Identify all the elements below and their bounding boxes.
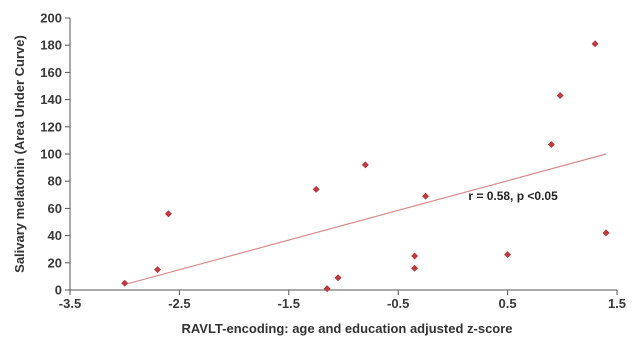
x-tick-label: -1.5: [278, 296, 300, 311]
data-point: [361, 161, 369, 169]
correlation-annotation: r = 0.58, p <0.05: [468, 189, 558, 203]
data-point: [591, 40, 599, 48]
x-tick-label: 1.5: [608, 296, 626, 311]
x-axis-title: RAVLT-encoding: age and education adjust…: [181, 321, 512, 336]
y-tick-label: 120: [40, 119, 62, 134]
trendline: [124, 153, 607, 286]
data-point: [312, 185, 320, 193]
y-tick-label: 200: [40, 11, 62, 26]
data-points: [121, 40, 610, 293]
y-tick-label: 60: [48, 201, 62, 216]
y-tick-label: 140: [40, 92, 62, 107]
trendline-group: [124, 153, 607, 286]
y-tick-label: 40: [48, 228, 62, 243]
x-axis-ticks: -3.5 -2.5 -1.5 -0.5 0.5 1.5: [59, 290, 626, 311]
y-tick-label: 0: [55, 283, 62, 298]
x-tick-label: -2.5: [168, 296, 190, 311]
data-point: [556, 91, 564, 100]
data-point: [334, 274, 342, 282]
data-point: [411, 264, 419, 272]
data-point: [421, 192, 430, 200]
y-tick-label: 160: [40, 65, 62, 80]
y-tick-label: 80: [48, 174, 62, 189]
data-point: [164, 210, 173, 218]
data-point: [411, 252, 419, 260]
data-point: [323, 285, 331, 293]
data-point: [153, 266, 162, 274]
y-tick-label: 100: [40, 147, 62, 162]
x-tick-label: -0.5: [387, 296, 409, 311]
y-axis-title: Salivary melatonin (Area Under Curve): [12, 35, 27, 273]
axes: [69, 18, 617, 291]
x-tick-label: -3.5: [59, 296, 81, 311]
data-point: [504, 251, 512, 259]
data-point: [602, 229, 610, 237]
y-tick-label: 180: [40, 38, 62, 53]
data-point: [547, 140, 555, 149]
data-point: [121, 279, 129, 287]
x-tick-label: 0.5: [499, 296, 517, 311]
y-axis-ticks: 0 20 40 60 80 100 120 140 160 180 200: [40, 11, 70, 298]
y-tick-label: 20: [48, 255, 62, 270]
